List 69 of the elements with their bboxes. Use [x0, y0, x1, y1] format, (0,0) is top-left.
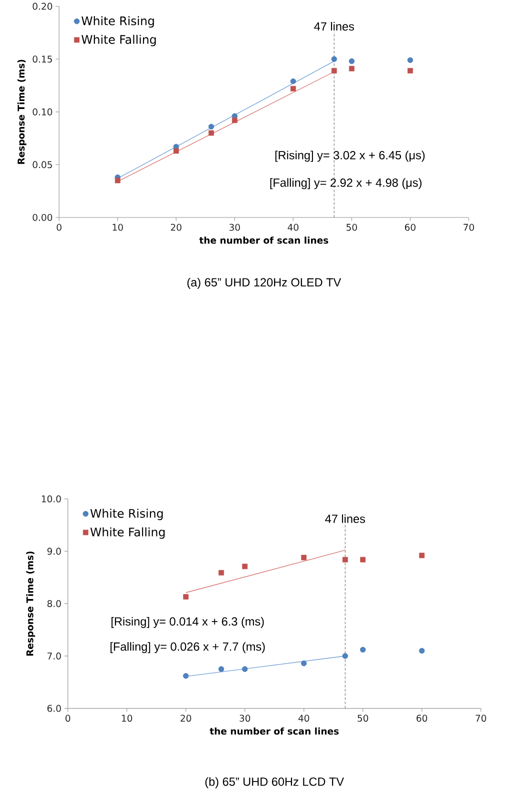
point — [208, 124, 214, 130]
point — [331, 56, 337, 62]
x-axis-title: the number of scan lines — [199, 236, 328, 244]
point — [300, 660, 307, 666]
x-tick-label: 10 — [112, 224, 123, 231]
x-tick-label: 60 — [416, 714, 428, 722]
x-tick-label: 70 — [476, 714, 486, 722]
point — [301, 554, 307, 560]
y-tick-label: 0.00 — [32, 214, 52, 221]
x-tick-label: 60 — [404, 224, 416, 231]
point — [290, 78, 296, 84]
x-tick-label: 30 — [229, 224, 240, 231]
point — [232, 118, 238, 124]
point — [342, 556, 348, 562]
x-tick-label: 50 — [358, 714, 368, 722]
annotation: [Falling] y= 0.026 x + 7.7 (ms) — [110, 642, 265, 654]
text: (a) 65” UHD 120Hz OLED TV — [187, 278, 342, 289]
point — [290, 86, 296, 92]
annotation: [Rising] y= 3.02 x + 6.45 (μs) — [275, 150, 425, 162]
legend-label: White Rising — [90, 508, 163, 520]
annotation: [Rising] y= 0.014 x + 6.3 (ms) — [112, 616, 264, 628]
point — [408, 68, 413, 74]
y-tick-label: 0.20 — [32, 2, 52, 10]
point — [360, 556, 366, 562]
x-tick-label: 20 — [180, 714, 192, 722]
y-axis-title: Response Time (ms) — [17, 60, 26, 164]
point — [208, 130, 214, 136]
point — [331, 68, 337, 74]
point — [348, 58, 355, 64]
y-tick-label: 9.0 — [47, 548, 61, 555]
ref-line-label: 47 lines — [314, 22, 354, 31]
x-tick-label: 40 — [288, 224, 298, 231]
y-tick-label: 0.10 — [32, 108, 52, 116]
point — [183, 594, 189, 600]
x-tick-label: 30 — [240, 714, 250, 722]
x-tick-label: 70 — [464, 224, 474, 231]
point — [419, 552, 425, 558]
point — [418, 648, 425, 654]
x-tick-label: 0 — [66, 714, 70, 722]
annotation: [Falling] y= 2.92 x + 4.98 (μs) — [270, 178, 422, 190]
point — [218, 570, 224, 576]
point — [173, 148, 179, 154]
point — [182, 673, 189, 679]
point — [407, 57, 414, 64]
y-tick-label: 6.0 — [47, 704, 61, 712]
legend-label: White Falling — [90, 527, 165, 539]
x-axis-title: the number of scan lines — [210, 727, 339, 735]
x-tick-label: 10 — [122, 714, 132, 722]
x-tick-label: 0 — [56, 224, 62, 231]
point — [218, 666, 224, 672]
y-tick-label: 10.0 — [42, 495, 61, 502]
legend-label: White Falling — [82, 34, 156, 46]
point — [348, 66, 354, 72]
point — [342, 653, 348, 659]
point — [242, 564, 248, 570]
x-tick-label: 20 — [170, 224, 182, 231]
y-tick-label: 7.0 — [48, 652, 61, 660]
y-tick-label: 0.15 — [32, 56, 52, 63]
text: (b) 65” UHD 60Hz LCD TV — [205, 777, 344, 788]
point — [360, 646, 366, 653]
point — [242, 666, 248, 672]
y-axis-title: Response Time (ms) — [26, 552, 36, 656]
legend-label: White Rising — [82, 16, 154, 28]
y-tick-label: 0.05 — [32, 161, 52, 168]
point — [114, 178, 120, 184]
ref-line-label: 47 lines — [325, 514, 365, 524]
x-tick-label: 50 — [346, 224, 357, 231]
x-tick-label: 40 — [298, 714, 310, 722]
y-tick-label: 8.0 — [47, 600, 61, 608]
